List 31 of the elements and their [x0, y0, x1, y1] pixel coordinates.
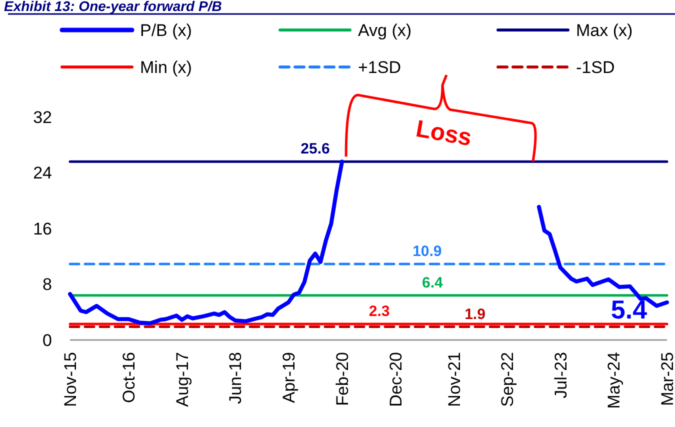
x-tick-label: May-24 — [604, 352, 624, 409]
data-label: 6.4 — [422, 274, 444, 292]
x-tick-label: Jun-18 — [226, 352, 246, 404]
legend-label: Min (x) — [140, 58, 192, 77]
y-tick-label: 16 — [33, 219, 52, 238]
legend-label: -1SD — [576, 58, 615, 77]
y-tick-label: 32 — [33, 108, 52, 127]
data-label: 1.9 — [464, 306, 486, 323]
x-tick-label: Aug-17 — [172, 352, 192, 407]
data-label: 2.3 — [368, 302, 390, 320]
x-tick-label: Apr-19 — [279, 352, 298, 404]
data-label: 25.6 — [300, 140, 330, 158]
x-tick-label: Nov-21 — [444, 352, 464, 407]
legend-label: Max (x) — [576, 21, 633, 40]
x-tick-label: Nov-15 — [60, 352, 80, 407]
chart-title: Exhibit 13: One-year forward P/B — [4, 0, 222, 14]
data-label: 10.9 — [412, 243, 442, 260]
x-tick-label: Sep-22 — [498, 352, 518, 407]
legend-label: P/B (x) — [140, 21, 192, 40]
x-tick-label: Mar-25 — [658, 352, 675, 406]
x-tick-label: Feb-20 — [333, 352, 352, 406]
legend-label: Avg (x) — [358, 21, 412, 40]
legend-label: +1SD — [358, 58, 401, 77]
x-tick-label: Oct-16 — [120, 352, 139, 404]
x-tick-label: Dec-20 — [386, 352, 406, 407]
annotation: Loss — [414, 115, 474, 152]
y-tick-label: 24 — [33, 164, 52, 183]
x-tick-label: Jul-23 — [551, 352, 570, 398]
y-tick-label: 8 — [42, 275, 52, 294]
data-label: 5.4 — [610, 294, 648, 324]
y-tick-label: 0 — [42, 330, 52, 350]
